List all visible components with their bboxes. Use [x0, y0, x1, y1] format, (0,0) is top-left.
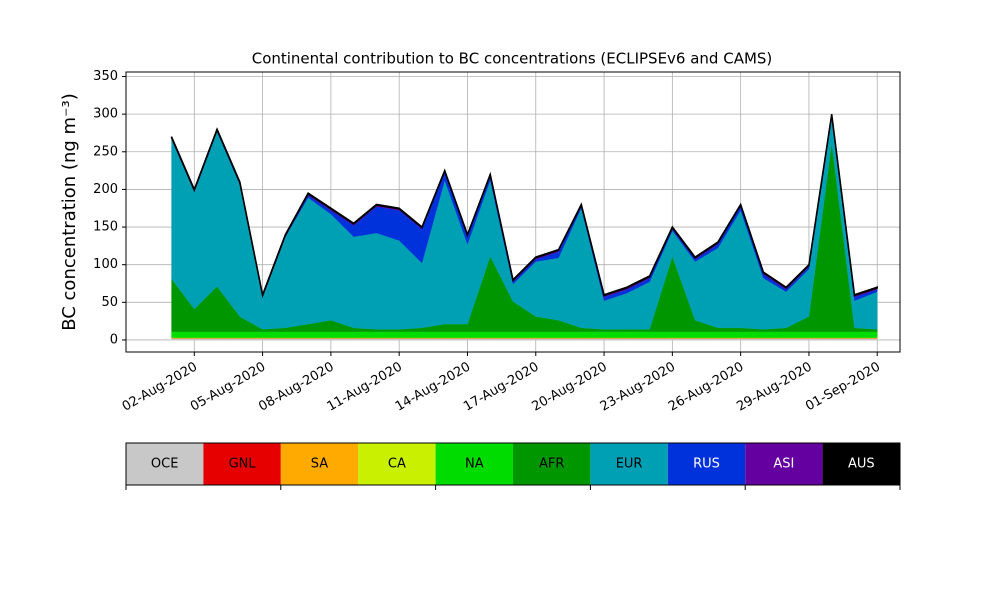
legend-swatch: [203, 443, 281, 485]
legend-label: RUS: [693, 457, 720, 472]
y-axis-label: BC concentration (ng m⁻³): [59, 93, 80, 331]
plot-frame: [125, 71, 901, 353]
chart-title: Continental contribution to BC concentra…: [252, 50, 773, 68]
legend-label: EUR: [616, 457, 643, 472]
legend-swatch: [358, 443, 436, 485]
area: [171, 338, 878, 341]
legend-label: OCE: [151, 457, 179, 472]
legend-label: CA: [388, 457, 406, 472]
legend-swatch: [822, 443, 900, 485]
y-tick-label: 350: [93, 69, 118, 84]
area: [171, 331, 878, 338]
legend-swatch: [126, 443, 204, 485]
legend-label: SA: [311, 457, 328, 472]
legend-label: GNL: [229, 457, 257, 472]
legend-frame: [125, 442, 901, 486]
y-tick-label: 0: [110, 332, 118, 347]
legend-swatch: [280, 443, 359, 485]
y-tick-label: 100: [93, 257, 118, 272]
y-tick-label: 250: [93, 144, 118, 159]
legend-swatch: [513, 443, 591, 485]
legend-swatch: [667, 443, 746, 485]
y-tick-label: 150: [93, 220, 118, 235]
legend-label: AUS: [848, 457, 875, 472]
area: [170, 113, 878, 299]
legend-swatch: [590, 443, 668, 485]
legend-swatch: [435, 443, 513, 485]
legend-label: ASI: [773, 457, 794, 472]
y-tick-label: 200: [93, 182, 118, 197]
y-tick-label: 300: [93, 107, 118, 122]
legend-label: AFR: [539, 457, 564, 472]
legend-label: NA: [465, 457, 484, 472]
y-tick-label: 50: [101, 295, 118, 310]
legend-swatch: [745, 443, 823, 485]
